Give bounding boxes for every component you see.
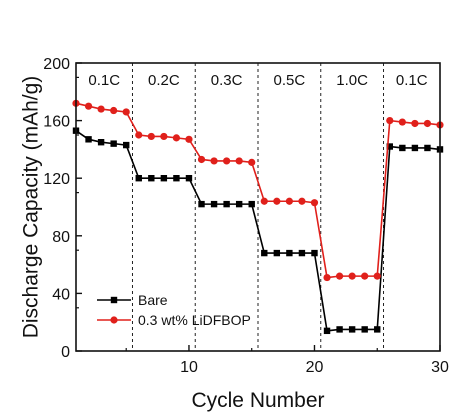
data-point — [223, 157, 231, 165]
data-point — [223, 200, 230, 208]
data-point — [110, 140, 117, 147]
data-point — [185, 135, 193, 143]
data-point — [285, 197, 293, 205]
data-point — [399, 144, 406, 152]
legend-marker — [110, 296, 118, 304]
data-point — [298, 197, 306, 205]
data-point — [323, 327, 331, 335]
data-point — [373, 272, 381, 280]
data-point — [386, 143, 393, 150]
series-layer — [72, 99, 444, 335]
data-point — [361, 272, 369, 280]
data-point — [172, 134, 181, 142]
y-tick-label: 200 — [43, 56, 70, 73]
legend-label: 0.3 wt% LiDFBOP — [138, 312, 251, 328]
data-point — [348, 272, 356, 280]
data-point — [85, 136, 92, 143]
rate-label: 1.0C — [336, 72, 368, 89]
data-point — [348, 326, 356, 333]
data-point — [335, 272, 344, 280]
data-point — [198, 200, 205, 208]
rate-label: 0.2C — [148, 72, 180, 89]
x-axis-title: Cycle Number — [191, 389, 324, 412]
data-point — [122, 108, 130, 116]
data-point — [148, 175, 155, 182]
data-point — [336, 326, 343, 333]
data-point — [160, 132, 168, 141]
x-tick-label: 20 — [306, 359, 324, 376]
legend-marker — [110, 316, 118, 324]
x-tick-label: 30 — [431, 359, 449, 376]
data-point — [286, 249, 293, 257]
data-point — [84, 102, 93, 110]
x-tick-label: 10 — [180, 359, 198, 376]
data-point — [386, 117, 394, 125]
data-point — [160, 175, 168, 182]
y-tick-label: 0 — [61, 344, 70, 361]
series — [72, 127, 444, 335]
data-point — [147, 132, 155, 141]
data-point — [374, 326, 381, 333]
data-point — [123, 141, 130, 149]
y-tick-label: 120 — [43, 171, 70, 188]
rate-label: 0.1C — [88, 72, 120, 89]
series — [72, 99, 444, 282]
data-point — [361, 326, 368, 333]
series-line — [75, 102, 441, 279]
data-point — [135, 131, 143, 139]
data-point — [97, 105, 105, 113]
data-point — [173, 175, 180, 182]
y-tick-label: 160 — [43, 114, 70, 131]
legend: Bare 0.3 wt% LiDFBOP — [97, 292, 251, 328]
data-point — [235, 157, 243, 165]
data-point — [210, 157, 218, 165]
data-point — [310, 199, 319, 207]
data-point — [423, 119, 432, 128]
rate-label: 0.3C — [211, 72, 243, 89]
data-point — [110, 106, 118, 115]
legend-label: Bare — [138, 292, 168, 308]
plot-frame — [75, 62, 441, 352]
data-point — [273, 197, 281, 205]
data-point — [411, 119, 419, 128]
data-point — [97, 139, 105, 146]
data-point — [424, 144, 431, 152]
data-point — [398, 118, 406, 126]
data-point — [261, 249, 268, 257]
y-tick-label: 40 — [52, 286, 70, 303]
data-point — [185, 175, 193, 182]
series-line — [75, 130, 441, 332]
data-point — [135, 175, 142, 182]
rate-label: 0.5C — [274, 72, 306, 89]
data-point — [273, 249, 281, 257]
data-point — [248, 200, 255, 208]
data-point — [197, 155, 206, 164]
y-axis-title: Discharge Capacity (mAh/g) — [19, 76, 42, 339]
data-point — [298, 249, 306, 257]
axis-ticks: 0 40 80 120 160 200 10 20 30 — [43, 56, 449, 376]
data-point — [311, 249, 318, 257]
y-tick-label: 80 — [52, 229, 70, 246]
rate-label: 0.1C — [396, 72, 428, 89]
data-point — [248, 158, 256, 166]
rate-labels: 0.1C 0.2C 0.3C 0.5C 1.0C 0.1C — [88, 72, 427, 89]
data-point — [260, 197, 268, 205]
rate-dividers — [131, 63, 385, 351]
data-point — [323, 273, 331, 282]
data-point — [235, 200, 243, 208]
data-point — [210, 200, 218, 208]
data-point — [411, 144, 419, 152]
